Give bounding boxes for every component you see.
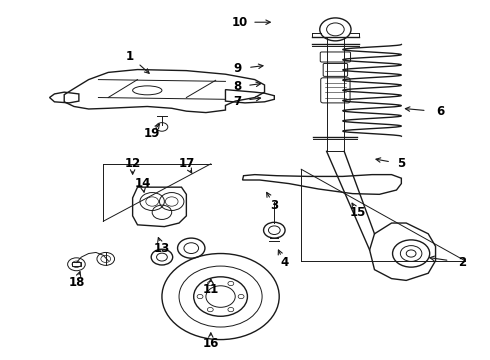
- Text: 6: 6: [436, 105, 444, 118]
- Text: 2: 2: [458, 256, 466, 269]
- Text: 14: 14: [134, 177, 150, 190]
- Text: 5: 5: [397, 157, 406, 170]
- Text: 1: 1: [126, 50, 134, 63]
- FancyBboxPatch shape: [323, 63, 347, 76]
- Text: 10: 10: [232, 16, 248, 29]
- Text: 4: 4: [280, 256, 288, 269]
- Text: 15: 15: [349, 206, 366, 219]
- Text: 19: 19: [144, 127, 160, 140]
- Text: 8: 8: [234, 80, 242, 93]
- FancyBboxPatch shape: [321, 78, 350, 103]
- FancyBboxPatch shape: [320, 52, 350, 62]
- Text: 18: 18: [68, 276, 85, 289]
- Text: 16: 16: [202, 337, 219, 350]
- Text: 3: 3: [270, 199, 278, 212]
- Text: 13: 13: [154, 242, 170, 255]
- Text: 11: 11: [203, 283, 219, 296]
- Text: 9: 9: [234, 62, 242, 75]
- Text: 17: 17: [178, 157, 195, 170]
- Text: 12: 12: [124, 157, 141, 170]
- Text: 7: 7: [234, 95, 242, 108]
